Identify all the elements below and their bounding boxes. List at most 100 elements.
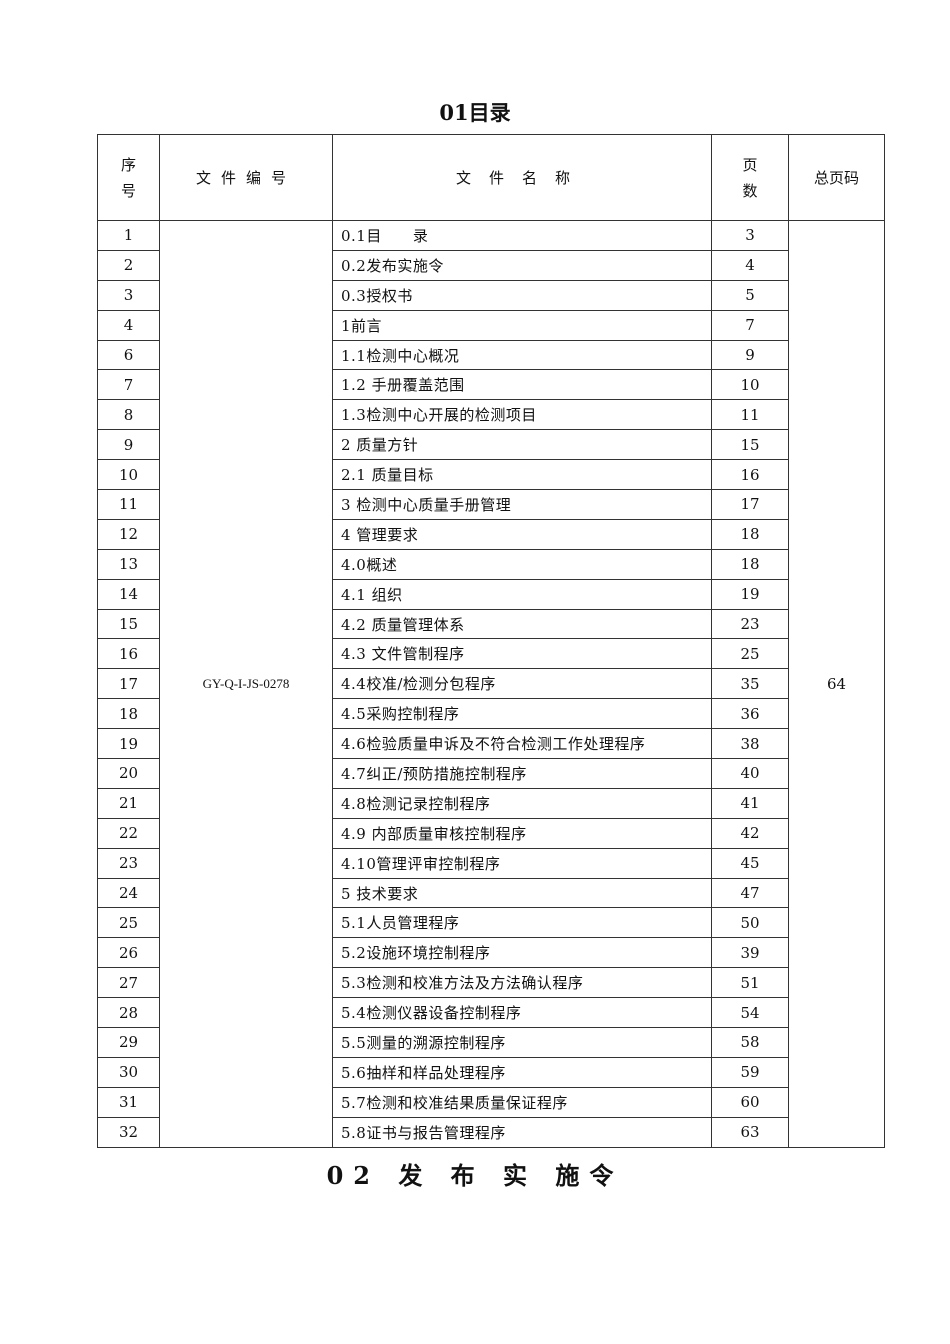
contents-table: 序号 文件编号 文件名称 页数 总页码 1 GY-Q-I-JS-0278 0.1目 … xyxy=(97,134,885,1148)
table-row: 4 1前言 7 xyxy=(97,309,885,341)
row-seq: 30 xyxy=(97,1056,160,1088)
table-row: 30 5.6抽样和样品处理程序 59 xyxy=(97,1056,885,1088)
row-seq: 20 xyxy=(97,758,160,789)
row-file-name: 4.4校准/检测分包程序 xyxy=(332,668,712,700)
table-row: 28 5.4检测仪器设备控制程序 54 xyxy=(97,997,885,1029)
row-pages: 18 xyxy=(711,518,789,550)
row-file-name: 4.5采购控制程序 xyxy=(332,698,712,730)
header-seq: 序号 xyxy=(97,134,160,221)
row-pages: 4 xyxy=(711,249,789,281)
row-file-name: 5.7检测和校准结果质量保证程序 xyxy=(332,1086,712,1118)
row-seq: 26 xyxy=(97,937,160,969)
table-row: 22 4.9 内部质量审核控制程序 42 xyxy=(97,817,885,849)
row-file-name: 5.6抽样和样品处理程序 xyxy=(332,1056,712,1088)
row-file-name: 0.2发布实施令 xyxy=(332,249,712,281)
row-pages: 11 xyxy=(711,399,789,431)
row-seq: 3 xyxy=(97,279,160,311)
row-pages: 47 xyxy=(711,877,789,909)
row-file-name: 4.1 组织 xyxy=(332,578,712,610)
header-file-code: 文件编号 xyxy=(159,134,333,221)
row-seq: 24 xyxy=(97,877,160,909)
row-pages: 42 xyxy=(711,817,789,849)
row-seq: 10 xyxy=(97,459,160,491)
table-row: 16 4.3 文件管制程序 25 xyxy=(97,638,885,670)
row-pages: 38 xyxy=(711,728,789,760)
row-pages: 60 xyxy=(711,1086,789,1118)
row-file-name: 5.2设施环境控制程序 xyxy=(332,937,712,969)
row-seq: 16 xyxy=(97,638,160,670)
row-file-name: 1前言 xyxy=(332,309,712,341)
row-file-name: 1.3检测中心开展的检测项目 xyxy=(332,399,712,431)
table-row: 19 4.6检验质量申诉及不符合检测工作处理程序 38 xyxy=(97,728,885,760)
table-row: 32 5.8证书与报告管理程序 63 xyxy=(97,1116,885,1148)
table-row: 18 4.5采购控制程序 36 xyxy=(97,698,885,730)
row-file-name: 0.1目 录 xyxy=(332,220,712,251)
row-pages: 17 xyxy=(711,489,789,520)
row-pages: 50 xyxy=(711,907,789,939)
row-seq: 8 xyxy=(97,399,160,431)
row-seq: 1 xyxy=(97,220,160,251)
table-header-row: 序号 文件编号 文件名称 页数 总页码 xyxy=(97,134,885,221)
row-file-name: 3 检测中心质量手册管理 xyxy=(332,489,712,520)
row-pages: 5 xyxy=(711,279,789,311)
row-file-name: 5 技术要求 xyxy=(332,877,712,909)
table-row: 24 5 技术要求 47 xyxy=(97,877,885,909)
row-seq: 15 xyxy=(97,608,160,640)
header-seq-line1: 序 xyxy=(120,155,136,174)
row-file-name: 4.0概述 xyxy=(332,548,712,580)
table-row: 20 4.7纠正/预防措施控制程序 40 xyxy=(97,758,885,789)
row-seq: 18 xyxy=(97,698,160,730)
section-title: 02 发 布 实 施令 xyxy=(326,1161,624,1190)
row-pages: 25 xyxy=(711,638,789,670)
row-pages: 58 xyxy=(711,1027,789,1058)
row-seq: 29 xyxy=(97,1027,160,1058)
row-seq: 32 xyxy=(97,1116,160,1148)
row-seq: 7 xyxy=(97,369,160,401)
row-file-name: 4.10管理评审控制程序 xyxy=(332,847,712,879)
row-seq: 14 xyxy=(97,578,160,610)
row-pages: 9 xyxy=(711,339,789,371)
row-seq: 12 xyxy=(97,518,160,550)
row-pages: 15 xyxy=(711,429,789,461)
table-row: 13 4.0概述 18 xyxy=(97,548,885,580)
row-pages: 7 xyxy=(711,309,789,341)
table-row: 27 5.3检测和校准方法及方法确认程序 51 xyxy=(97,967,885,999)
row-seq: 23 xyxy=(97,847,160,879)
row-pages: 10 xyxy=(711,369,789,401)
table-row: 26 5.2设施环境控制程序 39 xyxy=(97,937,885,969)
row-seq: 13 xyxy=(97,548,160,580)
header-pages-line1: 页 xyxy=(742,155,758,174)
row-pages: 36 xyxy=(711,698,789,730)
row-seq: 2 xyxy=(97,249,160,281)
row-pages: 35 xyxy=(711,668,789,700)
row-file-name: 4.2 质量管理体系 xyxy=(332,608,712,640)
row-pages: 16 xyxy=(711,459,789,491)
row-pages: 3 xyxy=(711,220,789,251)
row-seq: 22 xyxy=(97,817,160,849)
row-pages: 59 xyxy=(711,1056,789,1088)
table-row: 10 2.1 质量目标 16 xyxy=(97,459,885,491)
table-row: 25 5.1人员管理程序 50 xyxy=(97,907,885,939)
row-file-name: 4.6检验质量申诉及不符合检测工作处理程序 xyxy=(332,728,712,760)
row-file-name: 1.1检测中心概况 xyxy=(332,339,712,371)
table-row: 23 4.10管理评审控制程序 45 xyxy=(97,847,885,879)
header-pages-line2: 数 xyxy=(742,181,758,200)
row-file-name: 1.2 手册覆盖范围 xyxy=(332,369,712,401)
row-seq: 27 xyxy=(97,967,160,999)
total-pages: 64 xyxy=(788,220,885,1148)
row-pages: 39 xyxy=(711,937,789,969)
row-file-name: 2.1 质量目标 xyxy=(332,459,712,491)
row-pages: 51 xyxy=(711,967,789,999)
row-seq: 9 xyxy=(97,429,160,461)
row-pages: 54 xyxy=(711,997,789,1029)
row-file-name: 4.3 文件管制程序 xyxy=(332,638,712,670)
table-row: 29 5.5测量的溯源控制程序 58 xyxy=(97,1027,885,1058)
table-row: 12 4 管理要求 18 xyxy=(97,518,885,550)
table-row: 9 2 质量方针 15 xyxy=(97,429,885,461)
row-file-name: 4.9 内部质量审核控制程序 xyxy=(332,817,712,849)
row-seq: 11 xyxy=(97,489,160,520)
row-pages: 41 xyxy=(711,787,789,819)
row-file-name: 5.3检测和校准方法及方法确认程序 xyxy=(332,967,712,999)
row-pages: 45 xyxy=(711,847,789,879)
row-seq: 21 xyxy=(97,787,160,819)
